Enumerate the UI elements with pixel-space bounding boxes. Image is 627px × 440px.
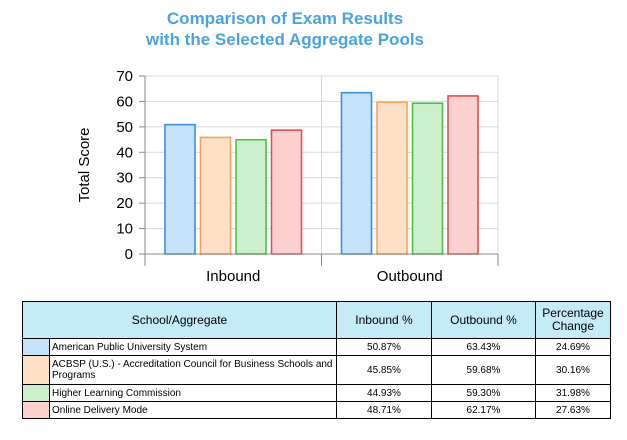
row-outbound: 62.17% bbox=[431, 401, 536, 419]
row-inbound: 48.71% bbox=[336, 401, 432, 419]
row-inbound: 44.93% bbox=[336, 384, 432, 402]
y-tick-label: 70 bbox=[116, 68, 133, 85]
row-name: ACBSP (U.S.) - Accreditation Council for… bbox=[49, 355, 337, 385]
row-change: 27.63% bbox=[535, 401, 611, 419]
chart-grid bbox=[144, 75, 499, 255]
bar bbox=[376, 101, 408, 255]
row-change: 30.16% bbox=[535, 355, 611, 385]
row-inbound: 50.87% bbox=[336, 338, 432, 356]
header-change: Percentage Change bbox=[535, 301, 611, 339]
chart-title: Comparison of Exam Results with the Sele… bbox=[0, 8, 570, 50]
row-name: American Public University System bbox=[49, 338, 337, 356]
row-name: Online Delivery Mode bbox=[49, 401, 337, 419]
row-change: 31.98% bbox=[535, 384, 611, 402]
chart-title-line-2: with the Selected Aggregate Pools bbox=[145, 30, 425, 49]
row-outbound: 59.68% bbox=[431, 355, 536, 385]
table-row: American Public University System 50.87%… bbox=[22, 338, 611, 356]
bar bbox=[164, 123, 196, 255]
row-name: Higher Learning Commission bbox=[49, 384, 337, 402]
y-tick-label: 50 bbox=[116, 119, 133, 136]
bar bbox=[235, 138, 267, 255]
bar bbox=[340, 91, 373, 255]
legend-swatch bbox=[22, 338, 50, 356]
table-header-row: School/Aggregate Inbound % Outbound % Pe… bbox=[22, 301, 611, 339]
y-tick-label: 30 bbox=[116, 170, 133, 187]
row-outbound: 59.30% bbox=[431, 384, 536, 402]
y-axis-label: Total Score bbox=[76, 127, 93, 202]
row-change: 24.69% bbox=[535, 338, 611, 356]
header-school: School/Aggregate bbox=[22, 301, 337, 339]
chart-labels: 0 10 20 30 40 50 60 70 Inbound Outbound bbox=[116, 68, 442, 285]
bar bbox=[411, 102, 444, 255]
legend-swatch bbox=[22, 355, 50, 385]
bar bbox=[447, 95, 479, 255]
header-inbound: Inbound % bbox=[336, 301, 432, 339]
y-tick-label: 20 bbox=[116, 195, 133, 212]
bar-chart: 0 10 20 30 40 50 60 70 Inbound Outbound Total Sco… bbox=[76, 68, 499, 285]
bar bbox=[270, 129, 303, 255]
results-table: School/Aggregate Inbound % Outbound % Pe… bbox=[22, 301, 611, 419]
row-outbound: 63.43% bbox=[431, 338, 536, 356]
header-outbound: Outbound % bbox=[431, 301, 536, 339]
row-inbound: 45.85% bbox=[336, 355, 432, 385]
legend-swatch bbox=[22, 384, 50, 402]
chart-title-line-1: Comparison of Exam Results bbox=[166, 9, 404, 28]
table-row: ACBSP (U.S.) - Accreditation Council for… bbox=[22, 355, 611, 385]
x-category-label: Outbound bbox=[377, 268, 443, 285]
legend-swatch bbox=[22, 401, 50, 419]
y-tick-label: 40 bbox=[116, 144, 133, 161]
table-row: Higher Learning Commission 44.93% 59.30%… bbox=[22, 384, 611, 402]
y-tick-label: 0 bbox=[125, 246, 133, 263]
y-tick-label: 60 bbox=[116, 93, 133, 110]
x-category-label: Inbound bbox=[206, 268, 260, 285]
chart-axes bbox=[139, 75, 499, 266]
y-tick-label: 10 bbox=[116, 221, 133, 238]
bar bbox=[199, 136, 232, 255]
table-row: Online Delivery Mode 48.71% 62.17% 27.63… bbox=[22, 401, 611, 419]
